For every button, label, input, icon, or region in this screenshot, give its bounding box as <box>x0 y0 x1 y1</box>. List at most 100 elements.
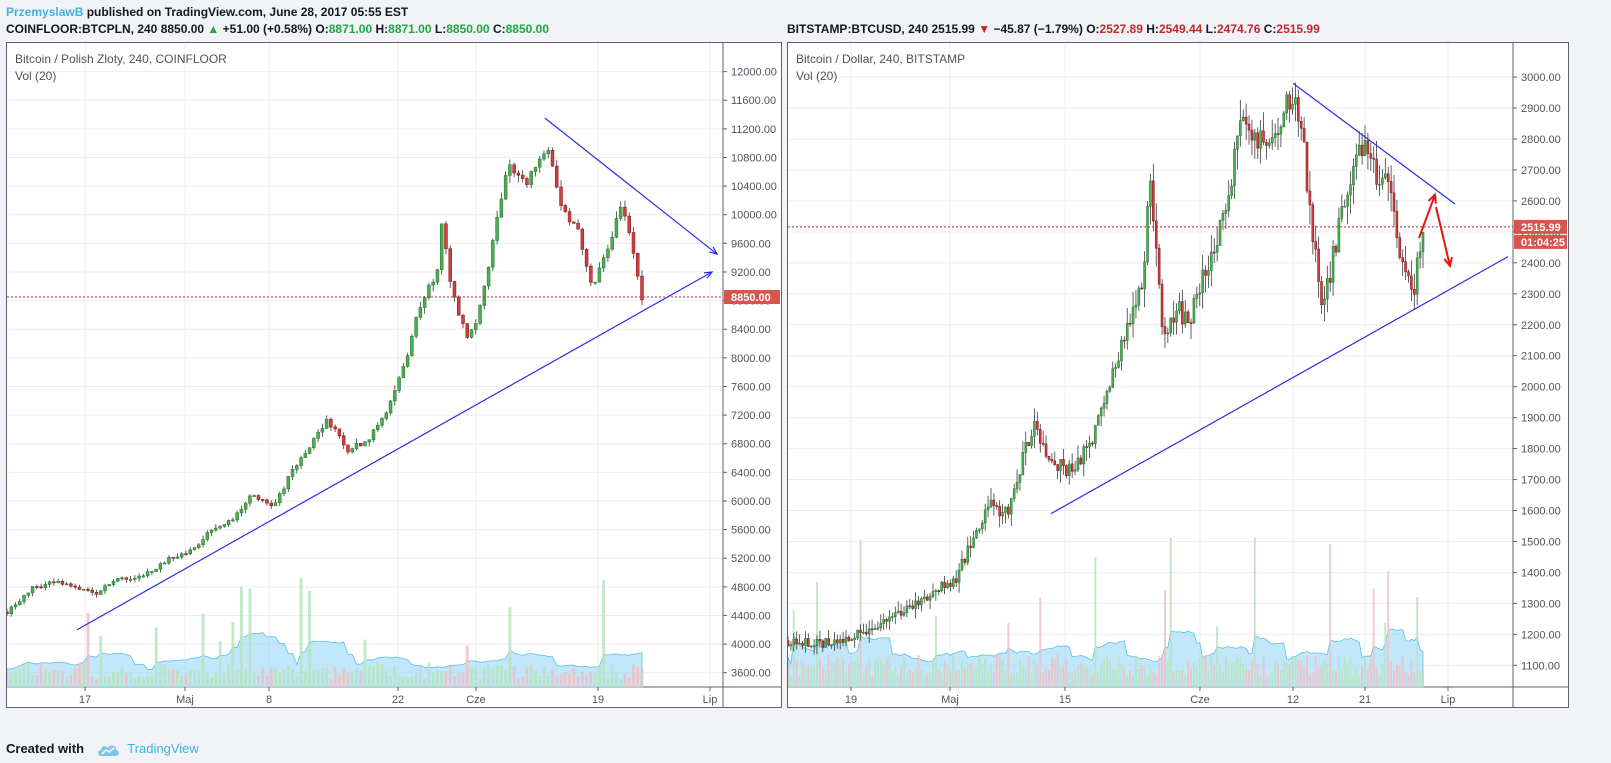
left-volume-bar <box>150 675 154 687</box>
right-candle-body <box>1378 183 1381 186</box>
left-volume-bar <box>538 675 542 687</box>
right-candle-body <box>1198 292 1202 295</box>
left-volume-bar <box>120 667 124 687</box>
left-volume-bar <box>525 667 529 687</box>
left-volume-bar <box>572 668 576 687</box>
right-volume-bar <box>1279 669 1282 687</box>
right-price-tick-label: 2300.00 <box>1521 289 1561 301</box>
left-volume-bar <box>482 668 486 687</box>
left-candle-body <box>286 476 291 490</box>
left-price-tick-label: 4400.00 <box>731 610 771 622</box>
right-volume-bar <box>865 665 868 687</box>
left-volume-bar <box>163 663 167 687</box>
right-candle-body <box>1297 97 1300 122</box>
right-last-price: 2515.99 <box>931 22 975 36</box>
left-candle-body <box>435 269 440 283</box>
left-symbol[interactable]: COINFLOOR:BTCPLN, 240 <box>6 22 158 36</box>
right-volume-bar <box>1369 657 1372 687</box>
right-volume-bar <box>1204 654 1207 687</box>
tradingview-brand-link[interactable]: TradingView <box>127 741 199 756</box>
right-volume-bar <box>1137 668 1140 687</box>
right-candle-body <box>876 627 880 630</box>
right-candle-body <box>1285 94 1289 114</box>
right-volume-bar <box>1384 622 1387 687</box>
publish-info: published on TradingView.com, June 28, 2… <box>86 5 409 19</box>
left-volume-bar <box>197 670 201 687</box>
right-candle-body <box>1410 275 1413 290</box>
left-volume-bar <box>95 678 98 687</box>
left-volume-bar <box>465 645 469 687</box>
right-volume-bar <box>905 673 908 687</box>
right-forecast-arrowhead <box>1427 192 1437 204</box>
left-candle-body <box>482 285 487 306</box>
left-volume-bar <box>312 668 316 687</box>
author-link[interactable]: PrzemyslawB <box>6 5 84 19</box>
right-volume-bar <box>885 659 888 687</box>
left-volume-bar <box>278 672 282 687</box>
left-low-label: L: <box>434 22 447 36</box>
right-volume-bar <box>821 667 824 687</box>
left-quote-line: COINFLOOR:BTCPLN, 240 8850.00 ▲ +51.00 (… <box>6 21 549 37</box>
right-candle-body <box>1146 205 1149 263</box>
left-candle-body <box>324 419 329 429</box>
right-symbol[interactable]: BITSTAMP:BTCUSD, 240 <box>787 22 929 36</box>
right-volume-bar <box>1343 656 1346 687</box>
left-candle-body <box>231 519 235 522</box>
right-grid <box>788 43 1513 687</box>
right-candle-body <box>1134 304 1138 308</box>
right-close-label: C: <box>1263 22 1277 36</box>
right-legend: Bitcoin / Dollar, 240, BITSTAMP Vol (20) <box>796 51 965 85</box>
right-candle-body <box>1125 323 1129 341</box>
right-candle-body <box>1157 247 1161 285</box>
left-chart-panel[interactable]: 12000.00 11600.00 11200.00 10800.00 10400.00… <box>6 42 782 708</box>
right-candle-body <box>1212 251 1216 254</box>
right-volume-bar <box>1016 673 1019 687</box>
right-candle-body <box>847 636 851 641</box>
right-chart-panel[interactable]: 3000.002900.002800.002700.002600.002500.… <box>787 42 1569 708</box>
right-volume-bar <box>891 670 894 687</box>
right-volume-bar <box>1114 668 1117 687</box>
right-volume-bar <box>1149 664 1152 687</box>
right-candle-body <box>1218 219 1222 246</box>
left-volume-bar <box>414 674 418 687</box>
left-price-axis: 12000.00 11600.00 11200.00 10800.00 10400.00… <box>723 67 777 680</box>
left-candle-body <box>576 222 580 230</box>
right-chart-svg[interactable]: 3000.002900.002800.002700.002600.002500.… <box>788 43 1568 707</box>
right-candle-body <box>905 605 909 614</box>
left-volume-bar <box>257 675 260 687</box>
right-volume-bar <box>1158 656 1161 687</box>
left-volume-bar <box>171 669 175 687</box>
right-candle-body <box>1328 278 1332 283</box>
tradingview-cloud-icon <box>97 745 119 756</box>
right-volume-bar <box>1216 626 1219 687</box>
right-candle-body <box>896 610 900 613</box>
right-quote-line: BITSTAMP:BTCUSD, 240 2515.99 ▼ −45.87 (−… <box>787 21 1320 37</box>
right-candle-body <box>1389 181 1393 194</box>
right-candle-body <box>911 605 914 609</box>
left-candle-body <box>495 216 499 241</box>
left-candle-body <box>546 150 550 155</box>
left-chart-svg[interactable]: 12000.00 11600.00 11200.00 10800.00 10400.00… <box>7 43 781 707</box>
right-volume-bar <box>1358 675 1361 687</box>
publish-header: PrzemyslawB published on TradingView.com… <box>6 4 408 20</box>
right-time-tick-label: 19 <box>845 694 857 706</box>
right-candle-body <box>789 644 793 647</box>
right-volume-bar <box>1352 675 1355 687</box>
right-candle-body <box>1047 455 1051 460</box>
right-volume-bar <box>807 664 810 687</box>
left-candle-body <box>175 556 180 559</box>
right-candle-body <box>836 639 839 643</box>
right-candle-body <box>1044 443 1048 457</box>
right-volume-bar <box>1227 661 1230 687</box>
right-volume-bar <box>795 660 798 687</box>
right-forecast-arrow <box>1418 194 1436 239</box>
left-volume-bar <box>487 664 491 687</box>
right-candle-body <box>1070 463 1074 472</box>
right-volume-bar <box>975 666 978 687</box>
right-candle-body <box>1372 157 1375 160</box>
right-candle-body <box>870 628 874 631</box>
left-volume-bar <box>308 591 312 687</box>
right-candle-body <box>1239 120 1242 137</box>
right-volume-bar <box>1219 664 1222 687</box>
left-candle-body <box>94 592 99 595</box>
